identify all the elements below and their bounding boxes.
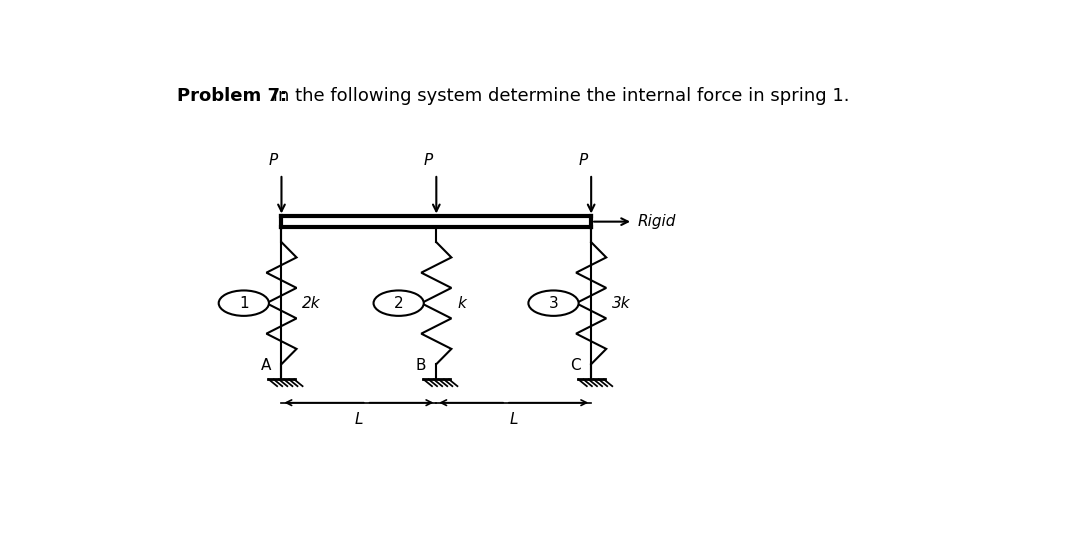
Text: P: P <box>423 153 433 168</box>
Text: 2: 2 <box>394 296 404 311</box>
Text: k: k <box>457 296 467 311</box>
Text: 3k: 3k <box>612 296 631 311</box>
Text: P: P <box>579 153 588 168</box>
Circle shape <box>218 290 269 316</box>
Text: C: C <box>570 358 581 373</box>
Text: P: P <box>269 153 279 168</box>
Text: L: L <box>510 412 518 427</box>
Text: L: L <box>354 412 363 427</box>
Circle shape <box>528 290 579 316</box>
Text: A: A <box>261 358 271 373</box>
Text: Rigid: Rigid <box>637 214 676 229</box>
Text: 3: 3 <box>549 296 558 311</box>
Text: B: B <box>416 358 427 373</box>
Circle shape <box>374 290 423 316</box>
Text: In the following system determine the internal force in spring 1.: In the following system determine the in… <box>267 87 850 105</box>
Text: 1: 1 <box>239 296 248 311</box>
Text: 2k: 2k <box>302 296 321 311</box>
Text: Problem 7:: Problem 7: <box>177 87 287 105</box>
